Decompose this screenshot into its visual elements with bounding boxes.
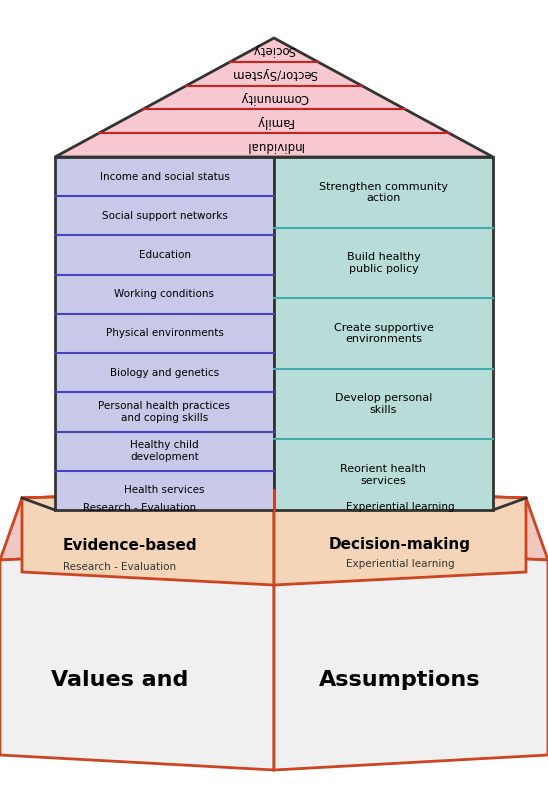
Polygon shape — [274, 548, 548, 770]
Text: Biology and genetics: Biology and genetics — [110, 368, 219, 378]
Text: Evidence-based: Evidence-based — [62, 538, 197, 553]
Text: Strengthen community
action: Strengthen community action — [319, 182, 448, 203]
Polygon shape — [274, 490, 548, 560]
Text: Income and social status: Income and social status — [100, 172, 230, 182]
Polygon shape — [0, 548, 274, 770]
Text: Build healthy
public policy: Build healthy public policy — [347, 252, 420, 274]
Polygon shape — [274, 157, 493, 510]
Text: Society: Society — [253, 43, 295, 56]
Text: Education: Education — [139, 250, 191, 260]
Text: Research - Evaluation: Research - Evaluation — [83, 503, 197, 513]
Polygon shape — [55, 38, 493, 157]
Text: Reorient health
services: Reorient health services — [340, 464, 426, 486]
Polygon shape — [55, 157, 274, 510]
Text: Assumptions: Assumptions — [319, 670, 481, 690]
Text: Values and: Values and — [52, 670, 189, 690]
Text: Create supportive
environments: Create supportive environments — [334, 322, 433, 344]
Text: Community: Community — [240, 91, 308, 104]
Text: Experiential learning: Experiential learning — [346, 502, 454, 512]
Polygon shape — [0, 490, 274, 560]
Text: Working conditions: Working conditions — [115, 290, 214, 299]
Text: Health services: Health services — [124, 486, 205, 495]
Text: Physical environments: Physical environments — [106, 329, 224, 338]
Text: Family: Family — [255, 114, 293, 128]
Text: Develop personal
skills: Develop personal skills — [335, 394, 432, 415]
Polygon shape — [22, 490, 274, 585]
Text: Individual: Individual — [245, 138, 303, 152]
Text: Research - Evaluation: Research - Evaluation — [64, 562, 176, 572]
Text: Sector/System: Sector/System — [231, 67, 317, 80]
Text: Decision-making: Decision-making — [329, 538, 471, 553]
Polygon shape — [274, 490, 526, 510]
Polygon shape — [274, 490, 526, 585]
Text: Social support networks: Social support networks — [101, 211, 227, 221]
Polygon shape — [22, 490, 274, 510]
Text: Healthy child
development: Healthy child development — [130, 440, 199, 462]
Text: Personal health practices
and coping skills: Personal health practices and coping ski… — [99, 401, 231, 422]
Text: Experiential learning: Experiential learning — [346, 559, 454, 569]
